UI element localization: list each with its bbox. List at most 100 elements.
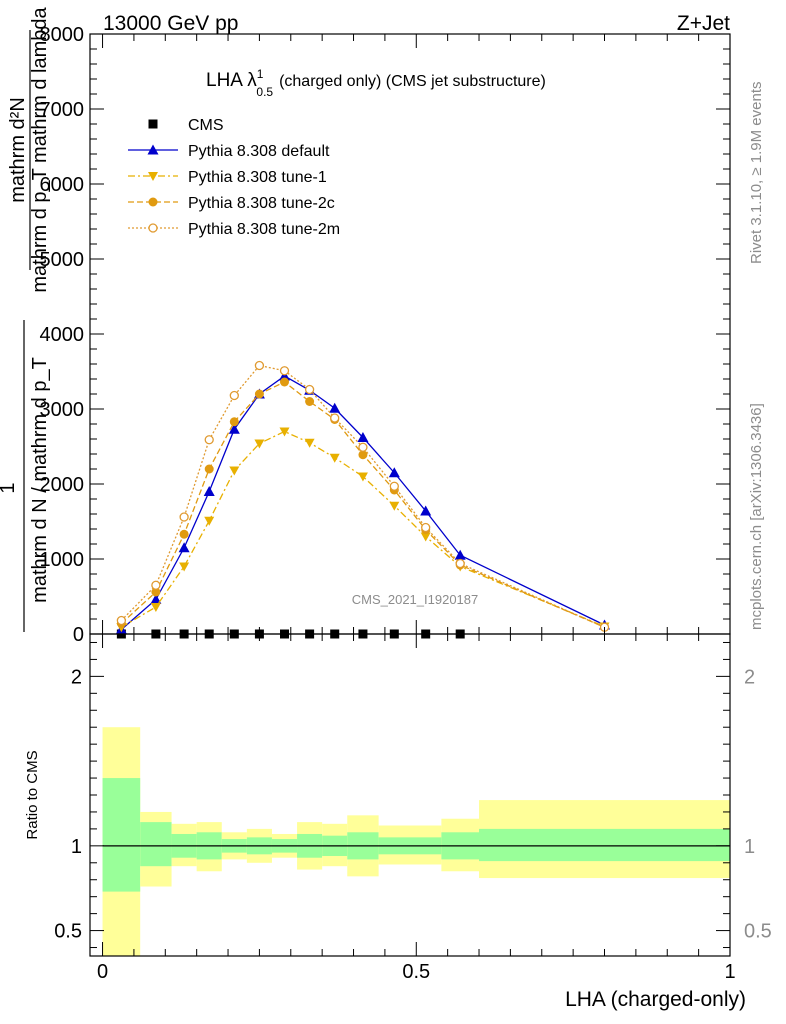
header-right: Z+Jet <box>677 12 730 35</box>
legend-item: Pythia 8.308 default <box>128 143 330 160</box>
data-point <box>254 360 265 371</box>
legend-item: Pythia 8.308 tune-2m <box>128 221 340 238</box>
title-rest: (charged only) (CMS jet substructure) <box>279 73 546 90</box>
main-y-ticks: 0 1000 2000 3000 4000 5000 6000 7000 8000 <box>40 24 730 646</box>
legend-swatch-marker <box>147 144 159 155</box>
data-point <box>151 580 161 590</box>
data-point <box>357 472 368 482</box>
data-point <box>229 390 239 401</box>
data-point <box>228 423 240 434</box>
data-point <box>388 467 400 478</box>
legend-swatch-marker <box>148 223 158 233</box>
main-data-layer <box>115 360 611 639</box>
data-point <box>116 615 127 626</box>
data-point <box>151 587 161 597</box>
data-point <box>305 397 315 406</box>
data-point <box>304 438 315 448</box>
data-point <box>204 464 214 474</box>
legend-label: Pythia 8.308 tune-1 <box>188 169 327 186</box>
data-point <box>304 384 315 395</box>
header-left: 13000 GeV pp <box>103 12 238 35</box>
data-point <box>150 594 162 604</box>
y-tick-label: 0 <box>73 624 84 646</box>
ylabel-prefix-num: 1 <box>0 482 19 493</box>
data-point <box>178 542 190 553</box>
data-point <box>358 442 368 452</box>
data-point <box>358 450 368 460</box>
data-point <box>421 522 431 533</box>
ratio-y-label: Ratio to CMS <box>24 750 41 839</box>
data-point <box>204 435 214 445</box>
y-tick-label: 4000 <box>40 324 85 346</box>
legend-swatch-marker <box>148 172 158 181</box>
main-title: LHA λ1 0.5 (charged only) (CMS jet substru… <box>206 67 546 99</box>
x-tick-label: 0.5 <box>402 961 430 983</box>
x-axis-label: LHA (charged-only) <box>565 988 746 1011</box>
ylabel-frac-top: mathrm d²N <box>7 97 29 203</box>
data-point <box>179 562 190 572</box>
data-point <box>254 389 264 399</box>
data-point <box>279 370 291 381</box>
y-tick-label: 2000 <box>40 474 85 496</box>
legend-label: Pythia 8.308 default <box>188 143 330 160</box>
x-tick-label: 1 <box>724 961 735 983</box>
y-tick-label: 6000 <box>40 174 85 196</box>
data-point <box>279 427 290 437</box>
title-sup: 1 <box>257 67 264 81</box>
y-tick-label: 3000 <box>40 399 85 421</box>
watermark: CMS_2021_I1920187 <box>352 592 479 607</box>
data-point <box>329 402 341 413</box>
series-line <box>120 364 605 628</box>
legend-item: Pythia 8.308 tune-2c <box>128 195 335 212</box>
data-point <box>203 486 215 496</box>
data-point <box>329 453 340 463</box>
data-point <box>420 505 432 516</box>
data-point <box>229 466 240 476</box>
y-tick-label: 8000 <box>40 24 85 46</box>
x-tick-label: 0 <box>97 961 108 983</box>
data-point <box>420 532 431 542</box>
ratio-y-tick-label-right: 1 <box>744 836 755 858</box>
legend-label: Pythia 8.308 tune-2m <box>188 221 340 238</box>
series-pythia-8-308-tune-2m <box>116 360 610 632</box>
data-point <box>357 432 369 442</box>
main-y-label: mathrm d²N mathrm d p_T mathrm d lambda … <box>0 6 51 632</box>
ratio-y-ticks: 0.5 0.5 1 1 2 2 <box>54 641 772 949</box>
data-point <box>229 417 239 427</box>
legend-item: CMS <box>148 117 224 134</box>
series-line <box>120 375 605 630</box>
y-tick-label: 1000 <box>40 549 85 571</box>
data-point <box>254 439 265 449</box>
data-point <box>454 549 466 560</box>
ratio-y-tick-label: 0.5 <box>54 921 82 943</box>
rivet-credit: Rivet 3.1.10, ≥ 1.9M events <box>748 82 765 265</box>
ylabel-prefix-den: mathrm d N / mathrm d p_T <box>29 357 51 603</box>
ratio-y-tick-label: 2 <box>71 666 82 688</box>
legend-item: Pythia 8.308 tune-1 <box>128 169 327 186</box>
ratio-stat-band <box>140 822 172 867</box>
data-point <box>279 366 290 376</box>
y-tick-label: 7000 <box>40 99 85 121</box>
ratio-y-tick-label: 1 <box>71 836 82 858</box>
ratio-stat-band <box>479 828 730 862</box>
data-point <box>179 512 189 522</box>
ratio-x-ticks: 0 0.5 1 <box>97 634 736 983</box>
main-x-ticks <box>102 34 731 634</box>
data-point <box>280 377 290 387</box>
legend-swatch-marker <box>148 119 158 129</box>
ylabel-frac-bottom: mathrm d p_T mathrm d lambda <box>29 6 51 292</box>
legend-label: CMS <box>188 117 224 134</box>
ratio-frame <box>89 633 731 957</box>
series-line <box>121 430 605 628</box>
data-point <box>179 529 189 539</box>
ratio-y-tick-label-right: 0.5 <box>744 921 772 943</box>
mcplots-credit: mcplots.cern.ch [arXiv:1306.3436] <box>748 403 765 630</box>
ratio-stat-band <box>102 778 141 892</box>
ratio-panel: 0.5 0.51 12 2 0 0.5 1 Ratio to CMS LHA (charg… <box>24 633 772 1011</box>
ratio-y-tick-label-right: 2 <box>744 666 755 688</box>
data-point <box>150 603 161 612</box>
title-sub: 0.5 <box>256 85 273 99</box>
series-line <box>120 381 605 628</box>
